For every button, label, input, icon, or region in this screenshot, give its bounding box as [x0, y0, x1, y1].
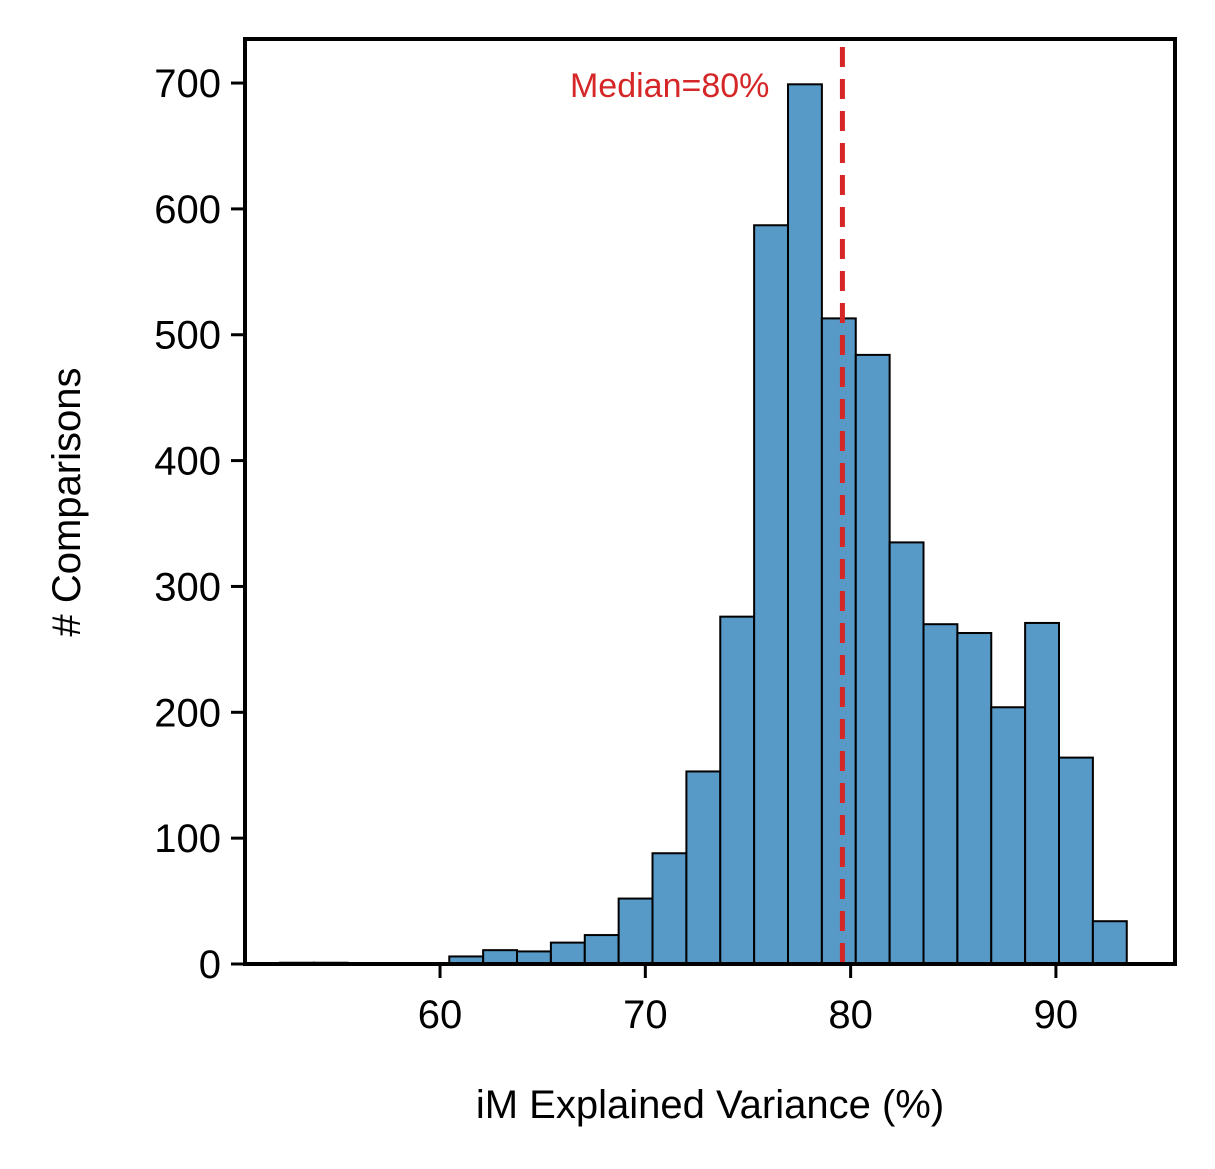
x-tick-label: 60	[418, 993, 463, 1037]
y-tick-label: 200	[154, 691, 221, 735]
y-axis-ticks: 0 100 200 300 400 500 600 700	[154, 62, 245, 987]
plot-frame	[243, 37, 1177, 966]
histogram-bar	[549, 941, 586, 966]
histogram-bar	[685, 770, 722, 965]
histogram-bar	[651, 852, 688, 966]
y-tick-label: 500	[154, 314, 221, 358]
y-axis-label: # Comparisons	[45, 367, 89, 636]
y-tick-label: 0	[199, 943, 221, 987]
y-tick-label: 600	[154, 188, 221, 232]
x-tick-label: 90	[1034, 993, 1079, 1037]
y-tick-label: 400	[154, 440, 221, 484]
histogram-bar	[990, 706, 1027, 965]
y-tick-label: 300	[154, 565, 221, 609]
y-tick-label: 100	[154, 817, 221, 861]
x-tick-label: 70	[623, 993, 668, 1037]
histogram-bar	[1091, 920, 1128, 965]
histogram-bar	[820, 317, 857, 965]
histogram-bar	[854, 353, 891, 966]
y-tick-label: 700	[154, 62, 221, 106]
histogram-bar	[617, 897, 654, 965]
histogram-bars	[278, 83, 1128, 966]
x-tick-label: 80	[828, 993, 873, 1037]
histogram-bar	[956, 632, 993, 965]
histogram-bar	[1024, 621, 1061, 965]
x-axis-ticks: 60 70 80 90	[418, 964, 1078, 1037]
histogram-bar	[888, 541, 925, 965]
histogram-bar	[719, 615, 756, 965]
histogram-bar	[1058, 756, 1094, 966]
histogram-bar	[482, 949, 519, 965]
x-axis-label: iM Explained Variance (%)	[476, 1083, 944, 1127]
histogram-bar	[753, 224, 790, 966]
median-annotation: Median=80%	[570, 67, 769, 105]
histogram-bar	[787, 83, 823, 965]
histogram-bar	[922, 623, 959, 966]
histogram-bar	[583, 934, 620, 966]
